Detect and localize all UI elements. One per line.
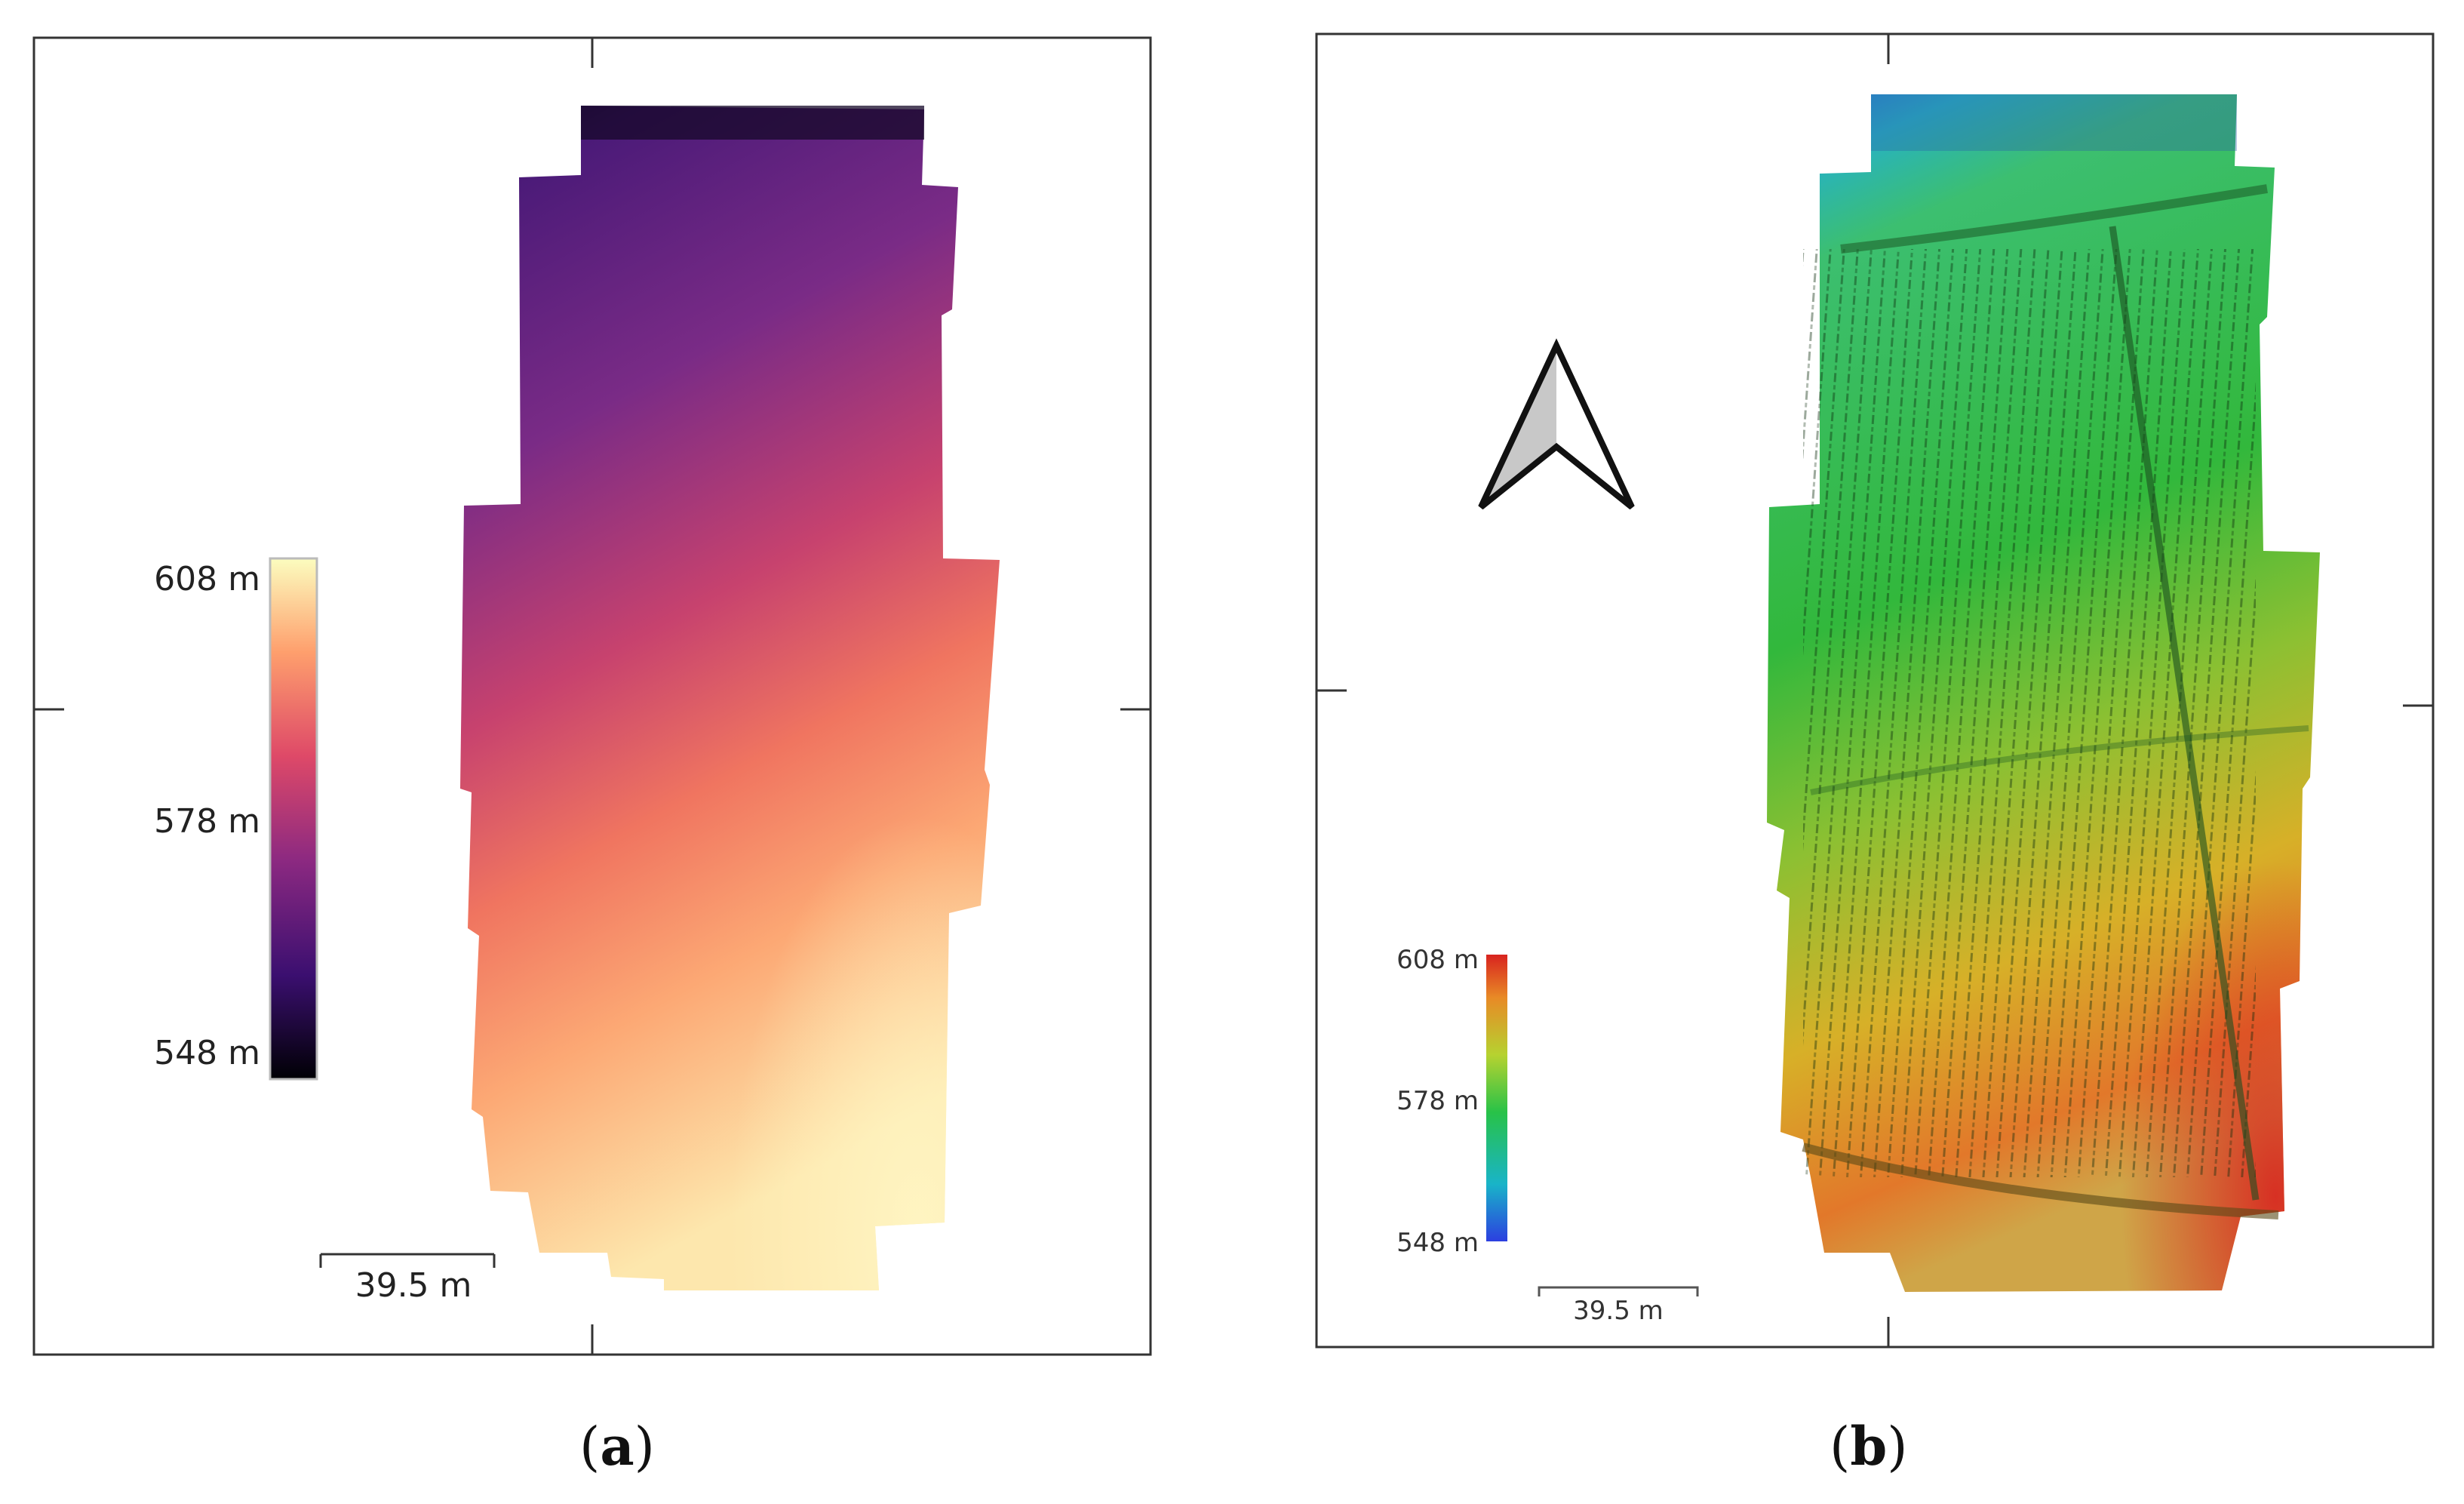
legend-mid-label: 578 m (154, 802, 260, 841)
legend-mid-label: 578 m (1396, 1086, 1479, 1116)
legend-colorbar (1486, 955, 1507, 1241)
legend-max-label: 608 m (154, 560, 260, 598)
scale-bar-label: 39.5 m (355, 1266, 472, 1305)
elevation-raster-highlight (460, 106, 1000, 1290)
map-panel-a: 608 m 578 m 548 m 39.5 m (32, 36, 1152, 1356)
dem-raster (1767, 94, 2320, 1292)
caption-b: (b) (1830, 1415, 1908, 1478)
scale-bar (1538, 1286, 1699, 1296)
caption-a: (a) (579, 1415, 655, 1478)
raster-top-strip (581, 106, 924, 140)
legend-colorbar (269, 557, 318, 1081)
north-arrow-outline (1478, 338, 1635, 510)
scale-bar-label: 39.5 m (1573, 1296, 1664, 1326)
legend-min-label: 548 m (154, 1034, 260, 1072)
legend-min-label: 548 m (1396, 1228, 1479, 1258)
legend-max-label: 608 m (1396, 945, 1479, 975)
scale-bar (319, 1253, 496, 1268)
map-panel-b: 608 m 578 m 548 m 39.5 m (1315, 32, 2435, 1349)
